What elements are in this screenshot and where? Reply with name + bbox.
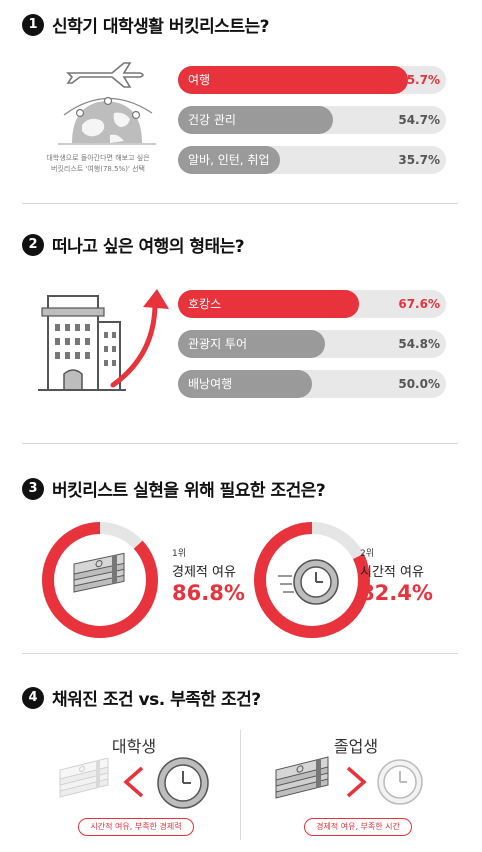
bar-value: 54.7% <box>398 113 440 127</box>
bar-fill <box>178 370 312 398</box>
section-number: 2 <box>22 233 44 256</box>
money-stack-icon <box>275 756 329 799</box>
donut-text-economic: 1위 경제적 여유 86.8% <box>172 546 245 605</box>
section-3-header: 3 버킷리스트 실현을 위해 필요한 조건은? <box>22 476 326 501</box>
bar-value: 85.7% <box>398 73 440 87</box>
money-stack-icon <box>59 758 109 798</box>
bar-row-tour: 관광지 투어 54.8% <box>178 330 446 358</box>
section-title: 신학기 대학생활 버킷리스트는? <box>52 17 270 37</box>
bar-fill <box>178 146 280 174</box>
condition-label: 경제적 여유 <box>172 565 236 580</box>
greater-than-icon <box>346 766 367 798</box>
s1-caption: 대학생으로 돌아간다면 해보고 싶은 버킷리스트 '여행(78.5%)' 선택 <box>46 154 150 173</box>
less-than-icon <box>123 766 144 798</box>
section-title: 버킷리스트 실현을 위해 필요한 조건은? <box>52 481 326 501</box>
bar-fill <box>178 290 360 318</box>
donut-text-time: 2위 시간적 여유 82.4% <box>360 546 433 605</box>
bar-fill <box>178 330 325 358</box>
section-number: 4 <box>22 686 44 709</box>
bar-row-hocance: 호캉스 67.6% <box>178 290 446 318</box>
bar-label: 알바, 인턴, 취업 <box>188 153 270 167</box>
bar-fill <box>178 66 408 94</box>
rank-label: 2위 <box>360 549 375 559</box>
percent-value: 86.8% <box>172 581 245 605</box>
hotel-building-icon <box>38 295 126 391</box>
section-number: 1 <box>22 13 44 36</box>
divider <box>22 203 458 204</box>
clock-icon <box>278 559 339 605</box>
bar-label: 관광지 투어 <box>188 337 248 351</box>
column-divider <box>240 730 241 840</box>
divider <box>22 653 458 654</box>
section-1-header: 1 신학기 대학생활 버킷리스트는? <box>22 12 270 37</box>
divider <box>22 443 458 444</box>
bar-label: 건강 관리 <box>188 113 236 127</box>
bar-row-travel: 여행 85.7% <box>178 66 446 94</box>
clock-icon <box>157 757 209 809</box>
bar-fill <box>178 106 334 134</box>
donut-economic <box>42 522 158 638</box>
bar-value: 35.7% <box>398 153 440 167</box>
section-4-header: 4 채워진 조건 vs. 부족한 조건? <box>22 685 261 710</box>
bar-value: 67.6% <box>398 297 440 311</box>
bar-label: 배낭여행 <box>188 377 233 391</box>
percent-value: 82.4% <box>360 581 433 605</box>
clock-icon <box>377 759 423 805</box>
rank-label: 1위 <box>172 549 187 559</box>
tag-student: 시간적 여유, 부족한 경제력 <box>78 818 194 836</box>
tag-graduate: 경제적 여유, 부족한 시간 <box>304 818 412 836</box>
bar-label: 호캉스 <box>188 297 222 311</box>
rising-arrow-icon <box>110 289 169 388</box>
section-number: 3 <box>22 477 44 500</box>
bar-row-job: 알바, 인턴, 취업 35.7% <box>178 146 446 174</box>
bar-value: 50.0% <box>398 377 440 391</box>
section-2-header: 2 떠나고 싶은 여행의 형태는? <box>22 232 245 257</box>
bar-value: 54.8% <box>398 337 440 351</box>
column-title-graduate: 졸업생 <box>333 737 379 756</box>
money-stack-icon <box>73 552 125 593</box>
section-title: 떠나고 싶은 여행의 형태는? <box>52 237 245 257</box>
section-title: 채워진 조건 vs. 부족한 조건? <box>52 690 261 710</box>
donut-time <box>254 522 370 638</box>
bar-row-health: 건강 관리 54.7% <box>178 106 446 134</box>
globe-airplane-icon <box>58 62 156 145</box>
column-title-student: 대학생 <box>111 737 157 756</box>
bar-row-backpacking: 배낭여행 50.0% <box>178 370 446 398</box>
bar-label: 여행 <box>188 73 211 87</box>
condition-label: 시간적 여유 <box>360 565 424 580</box>
